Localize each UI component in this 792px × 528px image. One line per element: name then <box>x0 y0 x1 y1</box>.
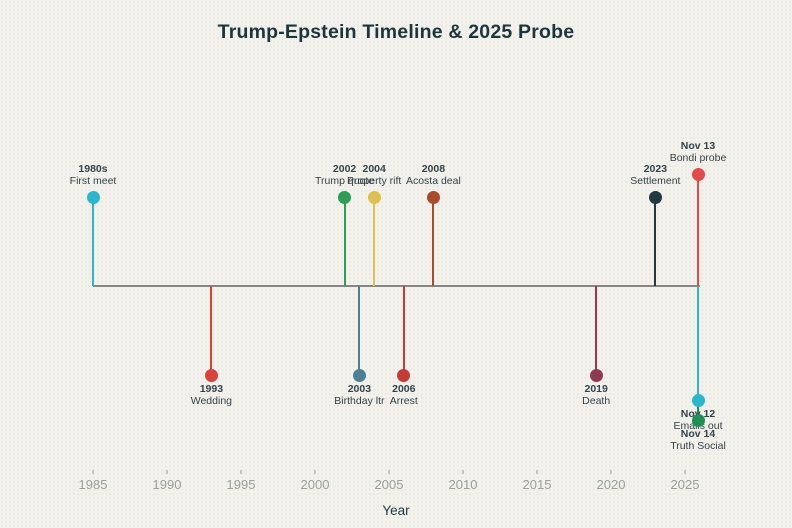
event-stem <box>595 285 598 376</box>
event-year: Nov 12 <box>680 407 716 420</box>
event-stem <box>402 285 405 376</box>
event-year: 2004 <box>362 162 386 175</box>
event-label: 2003 Birthday ltr <box>311 383 407 408</box>
event-dot <box>691 414 705 427</box>
event-year: 2019 <box>584 382 608 395</box>
event-description: Settlement <box>630 175 681 187</box>
event-label: 2006 Arrest <box>356 383 452 408</box>
event-label: 1993 Wedding <box>163 383 259 408</box>
x-tick-label: 1985 <box>78 477 108 492</box>
event-dot <box>397 369 411 382</box>
x-tick-label: 2020 <box>596 477 626 492</box>
event-stem <box>343 197 346 286</box>
event-dot <box>367 191 381 204</box>
event-year: 2003 <box>347 382 372 395</box>
x-tick-mark <box>684 470 686 474</box>
event-description: Birthday ltr <box>334 395 385 407</box>
x-tick-label: 2015 <box>522 477 552 492</box>
event-stem <box>92 197 94 286</box>
event-label: 2023 Settlement <box>607 163 703 188</box>
event-year: 2023 <box>643 162 668 175</box>
x-tick-mark <box>166 470 168 474</box>
event-stem <box>654 197 657 286</box>
x-tick-label: 2005 <box>374 477 404 492</box>
event-description: Trump quote <box>315 175 375 187</box>
x-tick-mark <box>92 470 94 474</box>
event-dot <box>691 394 705 407</box>
x-tick-label: 1990 <box>152 477 182 492</box>
timeline-axis-line <box>93 284 701 287</box>
x-tick-mark <box>610 470 612 474</box>
event-dot <box>338 191 352 204</box>
event-stem <box>358 285 361 376</box>
event-label: Nov 13 Bondi probe <box>650 140 746 165</box>
event-dot <box>426 191 440 204</box>
event-stem <box>432 197 435 286</box>
event-dot <box>589 369 603 382</box>
event-year: Nov 13 <box>680 139 716 152</box>
event-label: 2008 Acosta deal <box>385 163 481 188</box>
x-tick-mark <box>314 470 316 474</box>
event-stem <box>210 285 213 376</box>
event-label: 2019 Death <box>548 383 644 408</box>
event-description: Bondi probe <box>669 152 727 164</box>
event-label: 2002 Trump quote <box>297 163 393 188</box>
x-tick-label: 2025 <box>670 477 700 492</box>
x-tick-mark <box>462 470 464 474</box>
event-description: Arrest <box>389 395 418 407</box>
event-description: Acosta deal <box>405 175 461 187</box>
event-year: 2006 <box>392 382 416 395</box>
event-label: 1980s First meet <box>45 163 141 188</box>
x-tick-mark <box>536 470 538 474</box>
event-stem <box>373 197 376 286</box>
event-year: Nov 14 <box>680 427 716 440</box>
event-dot <box>86 191 100 204</box>
event-description: Death <box>582 395 611 407</box>
event-year: 1993 <box>199 382 224 395</box>
chart-title: Trump-Epstein Timeline & 2025 Probe <box>217 21 575 43</box>
event-dot <box>204 369 218 382</box>
event-year: 2008 <box>421 162 446 175</box>
x-tick-mark <box>388 470 390 474</box>
x-tick-label: 1995 <box>226 477 256 492</box>
event-label: Nov 14 Truth Social <box>650 428 746 453</box>
event-stem <box>697 285 700 401</box>
event-year: 2002 <box>332 162 357 175</box>
event-dot <box>648 191 662 204</box>
x-axis-title: Year <box>382 503 410 518</box>
x-tick-label: 2010 <box>448 477 478 492</box>
event-description: Wedding <box>190 395 233 407</box>
event-dot <box>352 369 366 382</box>
event-description: Truth Social <box>670 440 726 452</box>
event-description: First meet <box>69 175 117 187</box>
event-label: 2004 Property rift <box>326 163 422 188</box>
x-tick-mark <box>240 470 242 474</box>
event-stem <box>697 174 700 286</box>
x-tick-label: 2000 <box>300 477 330 492</box>
event-year: 1980s <box>78 162 108 175</box>
event-dot <box>691 168 705 181</box>
event-description: Property rift <box>347 175 402 187</box>
